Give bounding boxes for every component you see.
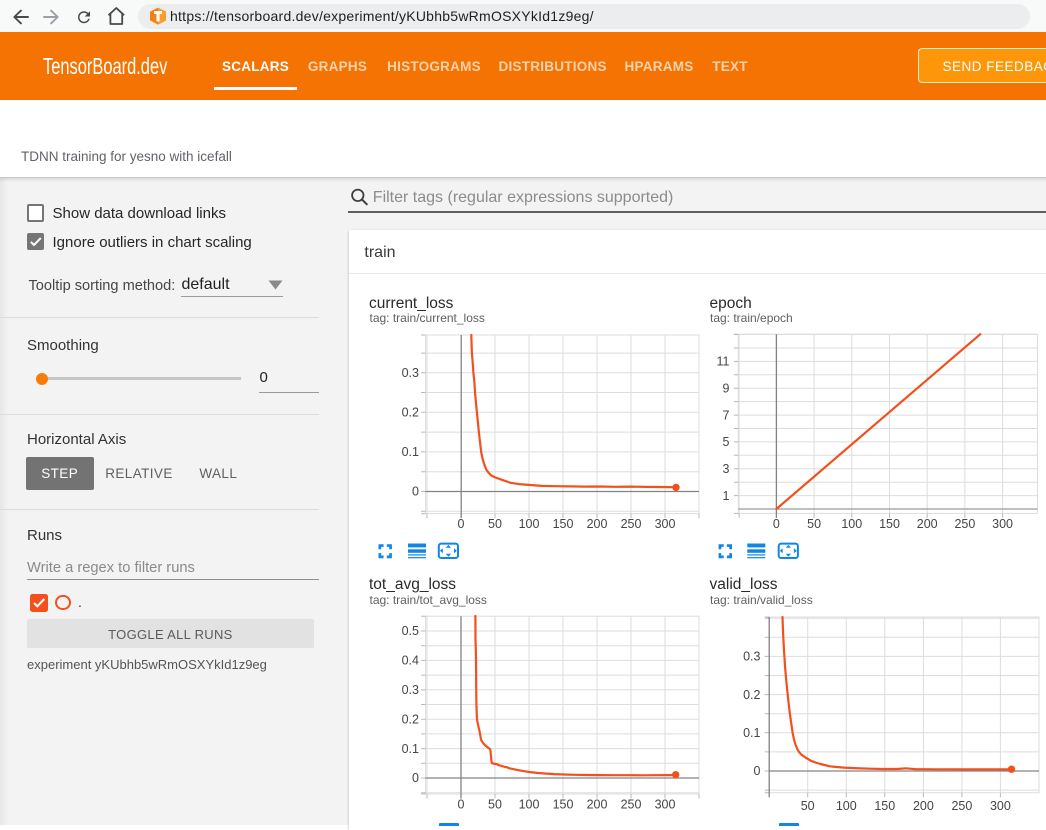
- svg-text:7: 7: [723, 408, 730, 422]
- svg-text:0.2: 0.2: [402, 712, 419, 726]
- svg-text:0.5: 0.5: [402, 624, 419, 638]
- svg-text:0.3: 0.3: [402, 683, 419, 697]
- svg-text:250: 250: [621, 798, 642, 812]
- svg-text:300: 300: [990, 799, 1011, 813]
- svg-text:100: 100: [836, 799, 857, 813]
- svg-text:1: 1: [723, 489, 730, 503]
- svg-text:250: 250: [621, 517, 642, 531]
- svg-text:https://tensorboard.dev/experi: https://tensorboard.dev/experiment/yKUbh…: [170, 8, 594, 24]
- svg-text:0.1: 0.1: [402, 742, 419, 756]
- svg-text:200: 200: [587, 798, 608, 812]
- svg-text:300: 300: [655, 798, 676, 812]
- svg-text:300: 300: [992, 517, 1013, 531]
- svg-text:0: 0: [773, 517, 780, 531]
- svg-text:300: 300: [655, 517, 676, 531]
- svg-text:200: 200: [587, 517, 608, 531]
- svg-text:50: 50: [488, 798, 502, 812]
- svg-text:5: 5: [723, 435, 730, 449]
- svg-text:50: 50: [488, 517, 502, 531]
- svg-text:100: 100: [519, 517, 540, 531]
- svg-text:150: 150: [874, 799, 895, 813]
- svg-text:0: 0: [754, 764, 761, 778]
- svg-text:50: 50: [801, 799, 815, 813]
- svg-text:150: 150: [553, 517, 574, 531]
- svg-text:0.2: 0.2: [402, 406, 419, 420]
- svg-text:250: 250: [951, 799, 972, 813]
- svg-text:0.1: 0.1: [402, 445, 419, 459]
- svg-text:11: 11: [717, 355, 730, 369]
- svg-text:0.3: 0.3: [402, 366, 419, 380]
- svg-text:0.4: 0.4: [402, 654, 419, 668]
- svg-text:200: 200: [917, 517, 938, 531]
- svg-text:250: 250: [954, 517, 975, 531]
- svg-text:0: 0: [412, 485, 419, 499]
- svg-text:200: 200: [913, 799, 934, 813]
- svg-text:0.3: 0.3: [743, 650, 760, 664]
- svg-text:150: 150: [879, 517, 900, 531]
- svg-text:100: 100: [841, 517, 862, 531]
- svg-text:50: 50: [807, 517, 821, 531]
- svg-text:0: 0: [458, 798, 465, 812]
- svg-text:0.1: 0.1: [743, 726, 760, 740]
- svg-text:3: 3: [723, 462, 730, 476]
- svg-text:100: 100: [519, 798, 540, 812]
- svg-text:0: 0: [458, 517, 465, 531]
- svg-text:9: 9: [723, 381, 730, 395]
- svg-text:0.2: 0.2: [743, 688, 760, 702]
- svg-text:0: 0: [412, 771, 419, 785]
- svg-text:150: 150: [553, 798, 574, 812]
